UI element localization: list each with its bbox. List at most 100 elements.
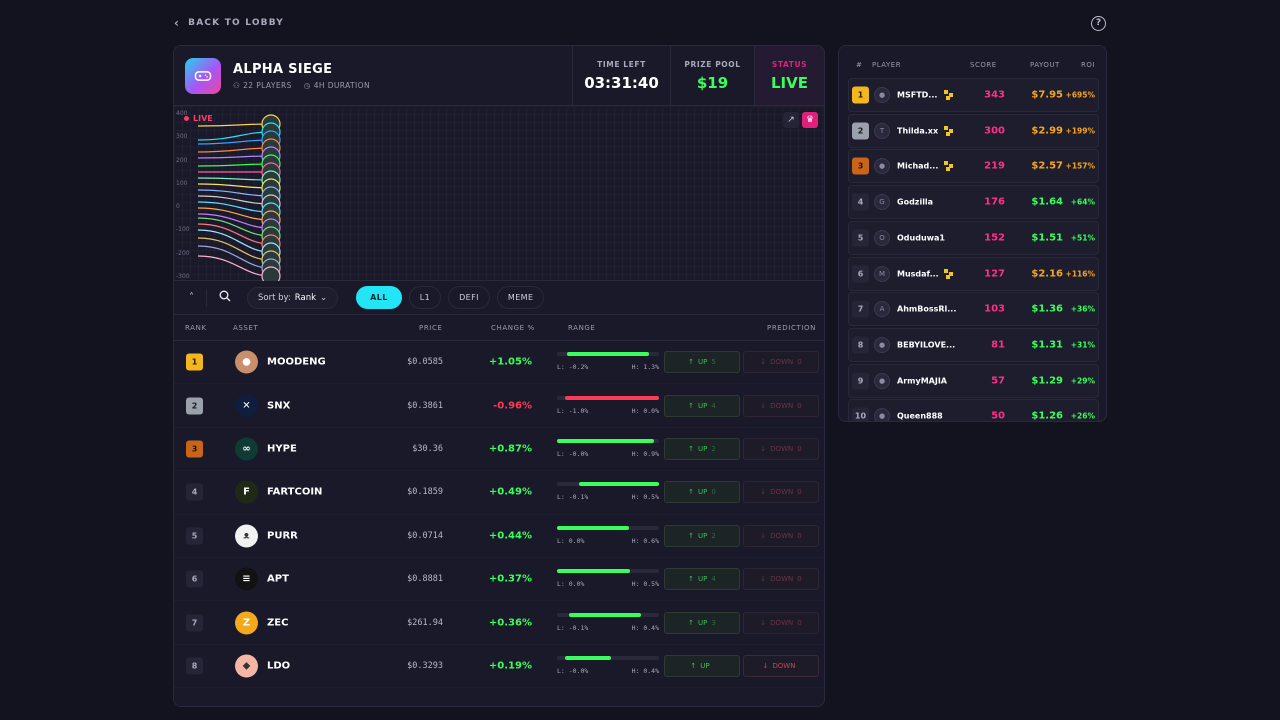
rank-badge: 5 [186,527,203,545]
collapse-chevron-icon[interactable]: ˄ [189,292,194,303]
table-row[interactable]: 6 ≡ APT $0.8881 +0.37% L: 0.0% H: 0.5% ↑… [174,558,824,602]
predict-down-button[interactable]: ↓ DOWN 0 [743,351,819,374]
predict-down-button[interactable]: ↓ DOWN 0 [743,481,819,504]
gamepad-icon [185,57,221,94]
table-row[interactable]: 1 ● MOODENG $0.0585 +1.05% L: -0.2% H: 1… [174,341,824,385]
prize-pool-value: $19 [696,73,729,92]
range-high: H: 0.6% [631,536,659,545]
avatar: ● [874,408,890,421]
rank-badge: 8 [186,657,203,675]
predict-up-button[interactable]: ↑ UP 5 [664,351,740,374]
predict-up-button[interactable]: ↑ UP 0 [664,481,740,504]
predict-down-button[interactable]: ↓ DOWN 0 [743,437,819,460]
avatar: ● [874,87,890,103]
streak-icon [944,161,953,172]
up-label: UP [698,488,708,497]
leaderboard-row[interactable]: 4 G Godzilla 176 $1.64 +64% [848,185,1099,220]
help-icon[interactable]: ? [1091,15,1106,31]
arrow-up-icon: ↑ [688,575,695,584]
streak-icon [944,90,953,100]
player-rank: 7 [852,300,869,318]
trophy-icon[interactable]: ♛ [802,112,818,128]
predict-down-button[interactable]: ↓ DOWN 0 [743,524,819,547]
predict-up-button[interactable]: ↑ UP 2 [664,437,740,460]
table-row[interactable]: 4 F FARTCOIN $0.1859 +0.49% L: -0.1% H: … [174,471,824,515]
range-bar: L: -1.0% H: 0.0% [557,392,659,420]
table-row[interactable]: 7 Z ZEC $261.94 +0.36% L: -0.1% H: 0.4% … [174,601,824,645]
player-name: ArmyMAJIA [897,376,947,386]
trend-icon[interactable]: ↗ [783,112,799,128]
race-line [197,177,271,181]
tab-defi[interactable]: DEFI [448,286,490,309]
race-chart: 400 300 200 100 0 -100 -200 -300 LIVE ↗ ♛ [174,106,824,281]
time-left-stat: TIME LEFT 03:31:40 [572,46,670,105]
predict-up-button[interactable]: ↑ UP 4 [664,568,740,591]
leaderboard-row[interactable]: 6 M Musdaf... 127 $2.16 +116% [848,256,1099,291]
tab-l1[interactable]: L1 [408,286,442,309]
leaderboard-row[interactable]: 1 ● MSFTD... 343 $7.95 +695% [848,78,1099,112]
search-icon[interactable] [219,290,231,305]
arrow-up-icon: ↑ [688,531,695,540]
asset-name: APT [267,573,289,585]
race-line [197,183,271,189]
player-rank: 9 [852,372,869,390]
asset-icon: Z [235,611,258,635]
col-change: CHANGE % [491,323,535,332]
avatar: M [874,265,890,282]
sort-dropdown[interactable]: Sort by: Rank ⌄ [247,286,339,309]
range-high: H: 0.5% [631,493,659,502]
prize-pool-stat: PRIZE POOL $19 [670,46,754,105]
sort-value: Rank [294,292,317,303]
leaderboard-row[interactable]: 7 A AhmBossRl... 103 $1.36 +36% [848,292,1099,327]
avatar: ● [874,372,890,389]
users-icon: ⚇ [233,80,241,90]
player-payout: $2.99 [1031,125,1063,137]
live-dot-icon [184,116,189,121]
player-name: MSFTD... [897,90,938,100]
up-label: UP [698,575,708,584]
range-bar: L: -0.1% H: 0.4% [557,609,659,637]
predict-up-button[interactable]: ↑ UP [664,654,740,677]
predict-down-button[interactable]: ↓ DOWN 0 [743,394,819,417]
range-fill [565,395,659,400]
tab-meme[interactable]: MEME [496,286,545,309]
arrow-up-icon: ↑ [688,401,695,410]
predict-up-button[interactable]: ↑ UP 3 [664,611,740,634]
leaderboard-row[interactable]: 9 ● ArmyMAJIA 57 $1.29 +29% [848,363,1099,398]
down-label: DOWN [770,488,794,497]
back-to-lobby-link[interactable]: ‹ BACK TO LOBBY [174,16,284,30]
predict-down-button[interactable]: ↓ DOWN 0 [743,568,819,591]
arrow-down-icon: ↓ [762,661,769,670]
predict-down-button[interactable]: ↓ DOWN [743,654,819,677]
arrow-down-icon: ↓ [760,575,767,584]
player-payout: $7.95 [1031,89,1063,101]
player-score: 50 [991,410,1005,422]
tab-all[interactable]: ALL [356,286,402,309]
player-score: 103 [984,303,1005,315]
time-left-label: TIME LEFT [597,59,646,69]
duration-label: 4H DURATION [313,80,370,90]
table-row[interactable]: 5 ᴥ PURR $0.0714 +0.44% L: 0.0% H: 0.6% … [174,515,824,558]
player-roi: +695% [1065,90,1095,100]
table-row[interactable]: 2 ✕ SNX $0.3861 -0.96% L: -1.0% H: 0.0% … [174,384,824,428]
player-payout: $1.29 [1031,375,1063,387]
asset-change: +0.36% [488,617,532,629]
race-line [197,131,271,141]
leaderboard-row[interactable]: 2 T Thilda.xx 300 $2.99 +199% [848,113,1099,148]
down-label: DOWN [770,401,794,410]
predict-up-button[interactable]: ↑ UP 4 [664,394,740,417]
player-score: 81 [991,339,1005,351]
predict-down-button[interactable]: ↓ DOWN 0 [743,611,819,634]
table-row[interactable]: 3 ∞ HYPE $30.36 +0.87% L: -0.0% H: 0.9% … [174,428,824,472]
table-row[interactable]: 8 ◆ LDO $0.3293 +0.19% L: -0.0% H: 0.4% … [174,645,824,689]
leaderboard-row[interactable]: 5 O Oduduwa1 152 $1.51 +51% [848,220,1099,255]
leaderboard-row[interactable]: 3 ● Michad... 219 $2.57 +157% [848,149,1099,184]
asset-icon: ◆ [235,654,258,678]
asset-change: +0.19% [488,660,532,672]
chart-y-tick: 200 [176,156,188,164]
rank-badge: 7 [186,614,203,632]
leaderboard-row[interactable]: 10 ● Queen888 50 $1.26 +26% [848,399,1099,422]
rank-badge: 6 [186,570,203,588]
leaderboard-row[interactable]: 8 ● BEBYILOVE... 81 $1.31 +31% [848,327,1099,362]
predict-up-button[interactable]: ↑ UP 2 [664,524,740,547]
